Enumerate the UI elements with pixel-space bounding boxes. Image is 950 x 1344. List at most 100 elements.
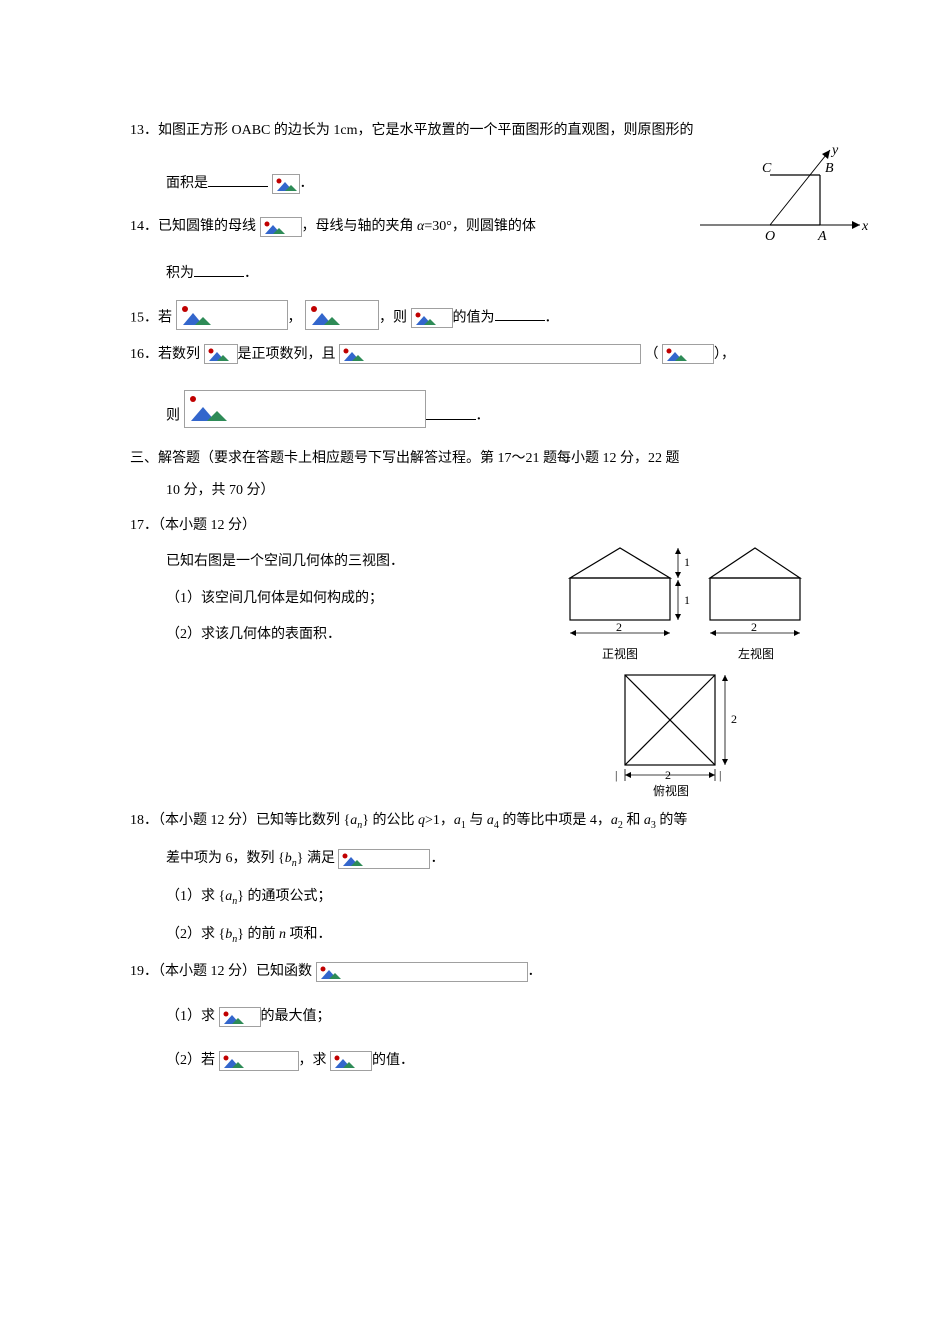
q19-heading: （本小题 12 分）已知函数 [158, 964, 312, 979]
q18-sub2-b: } 的前 [237, 927, 279, 942]
q18-line1: 18．（本小题 12 分）已知等比数列 {an} 的公比 q>1，a1 与 a4… [130, 810, 820, 834]
q13-blank [208, 172, 268, 187]
q16-paren-r: ）， [714, 347, 735, 362]
svg-text:|: | [615, 768, 617, 782]
q18-a3: a [644, 813, 651, 828]
q18-text-b: >1， [425, 813, 454, 828]
q15-text-d: 的值为 [453, 310, 495, 325]
label-x: x [861, 219, 869, 234]
q15-period: ． [545, 310, 559, 325]
broken-image-icon [305, 300, 379, 330]
q18-bn: b [285, 851, 292, 866]
broken-image-icon [219, 1051, 299, 1071]
section3-title1: 三、解答题（要求在答题卡上相应题号下写出解答过程。第 17～21 题每小题 12… [130, 448, 820, 470]
svg-text:1: 1 [684, 593, 690, 607]
q16-paren-l: （ [645, 347, 659, 362]
q18-heading: （本小题 12 分）已知等比数列 { [158, 813, 350, 828]
q16-text-c: 则 [166, 409, 180, 424]
q15-text-c: ，则 [379, 310, 407, 325]
broken-image-icon [272, 174, 300, 194]
label-B: B [825, 161, 834, 176]
q15-text-a: 若 [158, 310, 172, 325]
q16-text-a: 若数列 [158, 347, 200, 362]
label-y: y [830, 143, 839, 158]
section3-header: 三、解答题（要求在答题卡上相应题号下写出解答过程。第 17～21 题每小题 12… [130, 448, 820, 503]
q13-text-b: 面积是 [166, 176, 208, 191]
svg-text:2: 2 [616, 620, 622, 634]
broken-image-icon [184, 390, 426, 428]
q19-line1: 19．（本小题 12 分）已知函数 ． [130, 961, 820, 983]
q15-line: 15．若 ， ，则 的值为 ． [130, 300, 820, 330]
q16-line1: 16．若数列 是正项数列，且 （ ）， [130, 344, 820, 366]
q19-sub1-a: （1）求 [166, 1009, 215, 1024]
q14-number: 14． [130, 219, 158, 234]
q14-blank [194, 262, 244, 277]
q19-sub2-b: ，求 [299, 1053, 327, 1068]
q19-sub2-a: （2）若 [166, 1053, 215, 1068]
broken-image-icon [339, 344, 641, 364]
q14-line2: 积为 ． [130, 262, 820, 285]
q17-line1: 17．（本小题 12 分） [130, 515, 820, 537]
svg-text:俯视图: 俯视图 [653, 783, 689, 798]
q18-line2-a: 差中项为 6，数列 { [166, 851, 285, 866]
q18-a4: a [487, 813, 494, 828]
q18-sub2-c: 项和． [286, 927, 332, 942]
q17-text: 已知右图是一个空间几何体的三视图． [166, 554, 404, 569]
broken-image-icon [219, 1007, 261, 1027]
svg-text:|: | [719, 768, 721, 782]
broken-image-icon [338, 849, 430, 869]
q18-text-e: 和 [623, 813, 644, 828]
q18-a2: a [611, 813, 618, 828]
broken-image-icon [662, 344, 714, 364]
document-page: 13．如图正方形 OABC 的边长为 1cm，它是水平放置的一个平面图形的直观图… [0, 0, 950, 1344]
q18-q: q [418, 813, 425, 828]
q17-three-views-figure: 2 正视图 1 1 2 左视图 [550, 540, 820, 808]
q13-number: 13． [130, 123, 158, 138]
q19-sub2: （2）若 ，求 的值． [130, 1050, 820, 1072]
broken-image-icon [411, 308, 453, 328]
q13-oblique-figure: O A B C x y [680, 140, 870, 258]
q18-a1: a [454, 813, 461, 828]
q18-text-a: } 的公比 [362, 813, 418, 828]
q13-text-a: 如图正方形 OABC 的边长为 1cm，它是水平放置的一个平面图形的直观图，则原… [158, 123, 694, 138]
q18-sub2-a: （2）求 { [166, 927, 225, 942]
broken-image-icon [260, 217, 302, 237]
q14-text-d: 积为 [166, 266, 194, 281]
q18-text-f: 的等 [656, 813, 688, 828]
q16-text-b: 是正项数列，且 [238, 347, 336, 362]
broken-image-icon [204, 344, 238, 364]
section3-title2: 10 分，共 70 分） [130, 480, 820, 502]
q16-period: ． [476, 409, 490, 424]
svg-text:左视图: 左视图 [738, 646, 774, 661]
q19-number: 19． [130, 964, 158, 979]
q18-sub1: （1）求 {an} 的通项公式； [130, 886, 820, 910]
q18-line2: 差中项为 6，数列 {bn} 满足 ． [130, 848, 820, 872]
broken-image-icon [176, 300, 288, 330]
q18-sub1-a: （1）求 { [166, 889, 225, 904]
q18-text-d: 的等比中项是 4， [499, 813, 611, 828]
q14-text-b: ，母线与轴的夹角 [302, 219, 418, 234]
svg-text:1: 1 [684, 555, 690, 569]
q14-text-c: =30°，则圆锥的体 [424, 219, 536, 234]
svg-text:2: 2 [665, 768, 671, 782]
q19-sub1-b: 的最大值； [261, 1009, 331, 1024]
q15-number: 15． [130, 310, 158, 325]
q15-text-b: ， [288, 310, 302, 325]
q13-period: ． [300, 176, 314, 191]
broken-image-icon [330, 1051, 372, 1071]
q18-sub1-b: } 的通项公式； [237, 889, 331, 904]
broken-image-icon [316, 962, 528, 982]
q17-number: 17． [130, 518, 158, 533]
q15-blank [495, 306, 545, 321]
q14-period: ． [244, 266, 258, 281]
q18-number: 18． [130, 813, 158, 828]
q13-svg: O A B C x y [680, 140, 870, 250]
svg-text:正视图: 正视图 [602, 646, 638, 661]
q18-nvar: n [279, 927, 286, 942]
label-A: A [817, 229, 827, 244]
q14-text-a: 已知圆锥的母线 [158, 219, 256, 234]
q18-line2-c: ． [430, 851, 444, 866]
q17-svg: 2 正视图 1 1 2 左视图 [550, 540, 820, 800]
q16-number: 16． [130, 347, 158, 362]
q18-text-c: 与 [466, 813, 487, 828]
